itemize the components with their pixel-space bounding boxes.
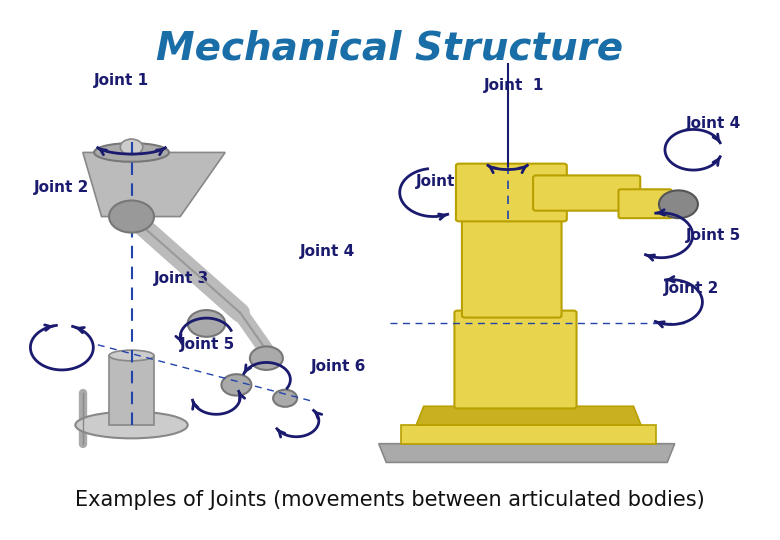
Ellipse shape: [109, 350, 154, 361]
Text: Joint 5: Joint 5: [686, 228, 741, 243]
Ellipse shape: [94, 143, 169, 162]
Text: Joint 3: Joint 3: [154, 271, 209, 286]
FancyBboxPatch shape: [456, 164, 567, 221]
Text: Joint 5: Joint 5: [180, 338, 236, 352]
Circle shape: [273, 390, 297, 407]
Circle shape: [188, 310, 225, 337]
Polygon shape: [417, 406, 641, 425]
Polygon shape: [109, 355, 154, 425]
Text: Joint  1: Joint 1: [484, 78, 544, 93]
Text: Joint 4: Joint 4: [300, 244, 356, 259]
Text: Joint 3: Joint 3: [417, 174, 471, 190]
Circle shape: [250, 347, 283, 370]
Polygon shape: [83, 152, 225, 217]
Text: Joint 4: Joint 4: [686, 116, 741, 131]
FancyBboxPatch shape: [455, 310, 576, 408]
Polygon shape: [379, 444, 675, 462]
FancyBboxPatch shape: [619, 190, 672, 218]
FancyBboxPatch shape: [533, 176, 640, 211]
Circle shape: [659, 191, 698, 218]
Circle shape: [109, 200, 154, 233]
Text: Mechanical Structure: Mechanical Structure: [157, 30, 623, 68]
Ellipse shape: [76, 411, 188, 438]
Text: Joint 2: Joint 2: [664, 281, 719, 296]
Text: Joint 1: Joint 1: [94, 73, 149, 88]
Circle shape: [222, 374, 251, 396]
Text: Examples of Joints (movements between articulated bodies): Examples of Joints (movements between ar…: [75, 490, 705, 510]
FancyBboxPatch shape: [462, 206, 562, 318]
Circle shape: [120, 139, 143, 155]
Text: Joint 2: Joint 2: [34, 180, 90, 194]
Polygon shape: [401, 425, 656, 444]
Text: Joint 6: Joint 6: [311, 359, 367, 374]
